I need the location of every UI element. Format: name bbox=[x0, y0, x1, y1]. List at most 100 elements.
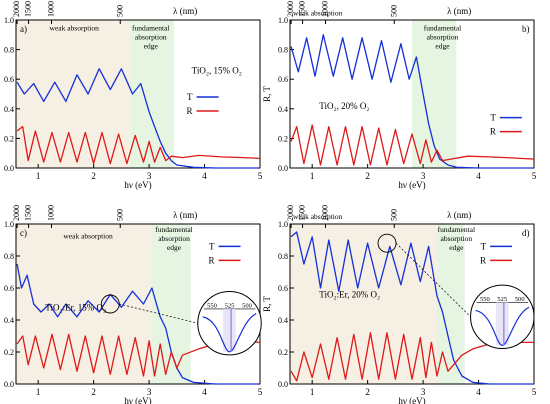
top-tick-label: 1500 bbox=[298, 1, 307, 17]
sample-label: TiO₂:Er, 15% O₂ bbox=[45, 302, 106, 312]
y-tick-label: 0.2 bbox=[4, 134, 14, 143]
inset-tick-label: 525 bbox=[225, 302, 235, 309]
y-tick-label: 0.4 bbox=[278, 316, 288, 325]
x-tick-label: 2 bbox=[365, 387, 370, 397]
y-tick-label: 0.6 bbox=[4, 75, 14, 84]
top-tick-label: 500 bbox=[389, 209, 398, 221]
weak-absorption-region bbox=[290, 224, 437, 384]
edge-label-line1: fundamental bbox=[132, 23, 170, 32]
sample-label: TiO₂, 15% O₂ bbox=[192, 65, 242, 75]
y-tick-label: 0.0 bbox=[278, 164, 288, 173]
y-tick-label: 0.8 bbox=[4, 46, 14, 55]
x-tick-label: 4 bbox=[476, 387, 481, 397]
y-tick-label: 1.0 bbox=[4, 220, 14, 229]
y-axis-label: R, T bbox=[262, 296, 272, 312]
y-tick-label: 0.0 bbox=[4, 380, 14, 389]
x-tick-label: 5 bbox=[258, 387, 263, 397]
x-tick-label: 4 bbox=[202, 387, 207, 397]
edge-label-line2: absorption bbox=[135, 32, 167, 41]
x-tick-label: 1 bbox=[310, 387, 315, 397]
plot-frame bbox=[289, 19, 535, 169]
x-tick-label: 4 bbox=[202, 171, 207, 181]
legend-label-R: R bbox=[209, 255, 215, 265]
series-T-line bbox=[16, 68, 260, 169]
y-tick-label: 0.6 bbox=[278, 284, 288, 293]
y-tick-label: 0.8 bbox=[278, 252, 288, 261]
edge-label-line2: absorption bbox=[427, 32, 459, 41]
x-tick-label: 5 bbox=[532, 387, 537, 397]
edge-label-line1: fundamental bbox=[424, 23, 462, 32]
inset-curve bbox=[475, 306, 530, 346]
edge-label-line1: fundamental bbox=[438, 225, 476, 234]
plot-frame bbox=[15, 19, 261, 169]
edge-label-line3: edge bbox=[435, 41, 450, 50]
y-tick-label: 0.2 bbox=[4, 348, 14, 357]
x-axis-label: hν (eV) bbox=[124, 180, 151, 190]
inset-tick-label: 550 bbox=[207, 302, 217, 309]
top-tick-label: 1000 bbox=[320, 205, 329, 221]
x-tick-label: 1 bbox=[36, 171, 41, 181]
top-tick-label: 1000 bbox=[320, 1, 329, 17]
legend-label-R: R bbox=[187, 106, 193, 116]
top-axis-label: λ (nm) bbox=[447, 210, 471, 220]
series-R-line bbox=[16, 125, 261, 165]
y-tick-label: 1.0 bbox=[4, 16, 14, 25]
edge-label-line3: edge bbox=[144, 41, 159, 50]
legend-label-T: T bbox=[209, 241, 215, 251]
top-tick-label: 2000 bbox=[286, 205, 295, 221]
panel-label: c) bbox=[20, 228, 27, 238]
panel-label: b) bbox=[522, 24, 530, 34]
top-tick-label: 1000 bbox=[46, 1, 55, 17]
x-tick-label: 4 bbox=[476, 171, 481, 181]
weak-absorption-region bbox=[16, 20, 130, 168]
top-tick-label: 1500 bbox=[24, 1, 33, 17]
inset-tick-label: 550 bbox=[480, 296, 490, 303]
y-tick-label: 0.6 bbox=[4, 284, 14, 293]
y-tick-label: 0.4 bbox=[278, 105, 288, 114]
top-tick-label: 1000 bbox=[46, 205, 55, 221]
top-tick-label: 500 bbox=[389, 5, 398, 17]
plot-frame bbox=[289, 223, 535, 385]
panel-label: a) bbox=[20, 24, 27, 34]
y-tick-label: 0.6 bbox=[278, 75, 288, 84]
edge-label-line3: edge bbox=[167, 243, 182, 252]
legend-label-T: T bbox=[481, 241, 487, 251]
edge-label-line2: absorption bbox=[158, 234, 190, 243]
top-tick-label: 2000 bbox=[286, 1, 295, 17]
x-axis-label: hν (eV) bbox=[124, 396, 151, 404]
y-axis-label: R, T bbox=[262, 86, 272, 102]
y-tick-label: 0.4 bbox=[4, 105, 14, 114]
panel-label: d) bbox=[522, 228, 530, 238]
y-tick-label: 0.2 bbox=[278, 134, 288, 143]
x-tick-label: 2 bbox=[91, 387, 96, 397]
top-tick-label: 1500 bbox=[298, 205, 307, 221]
y-tick-label: 0.4 bbox=[4, 316, 14, 325]
y-tick-label: 0.8 bbox=[278, 46, 288, 55]
x-tick-label: 3 bbox=[147, 387, 152, 397]
top-tick-label: 500 bbox=[115, 209, 124, 221]
y-tick-label: 0.8 bbox=[4, 252, 14, 261]
weak-absorption-region bbox=[16, 224, 152, 384]
y-tick-label: 0.0 bbox=[4, 164, 14, 173]
top-tick-label: 2000 bbox=[12, 205, 21, 221]
x-axis-label: hν (eV) bbox=[398, 180, 425, 190]
x-tick-label: 5 bbox=[258, 171, 263, 181]
top-axis-label: λ (nm) bbox=[173, 210, 197, 220]
inset-curve bbox=[202, 313, 257, 353]
edge-label-line2: absorption bbox=[441, 234, 473, 243]
top-axis-label: λ (nm) bbox=[447, 6, 471, 16]
top-tick-label: 1500 bbox=[24, 205, 33, 221]
x-tick-label: 1 bbox=[36, 387, 41, 397]
y-tick-label: 1.0 bbox=[278, 16, 288, 25]
weak-absorption-label: weak absorption bbox=[50, 23, 100, 32]
inset-tick-label: 500 bbox=[242, 302, 252, 309]
series-R-line bbox=[290, 124, 535, 166]
legend-label-T: T bbox=[490, 113, 496, 123]
series-R-line bbox=[290, 332, 534, 382]
x-tick-label: 3 bbox=[147, 171, 152, 181]
edge-label-line3: edge bbox=[449, 243, 464, 252]
